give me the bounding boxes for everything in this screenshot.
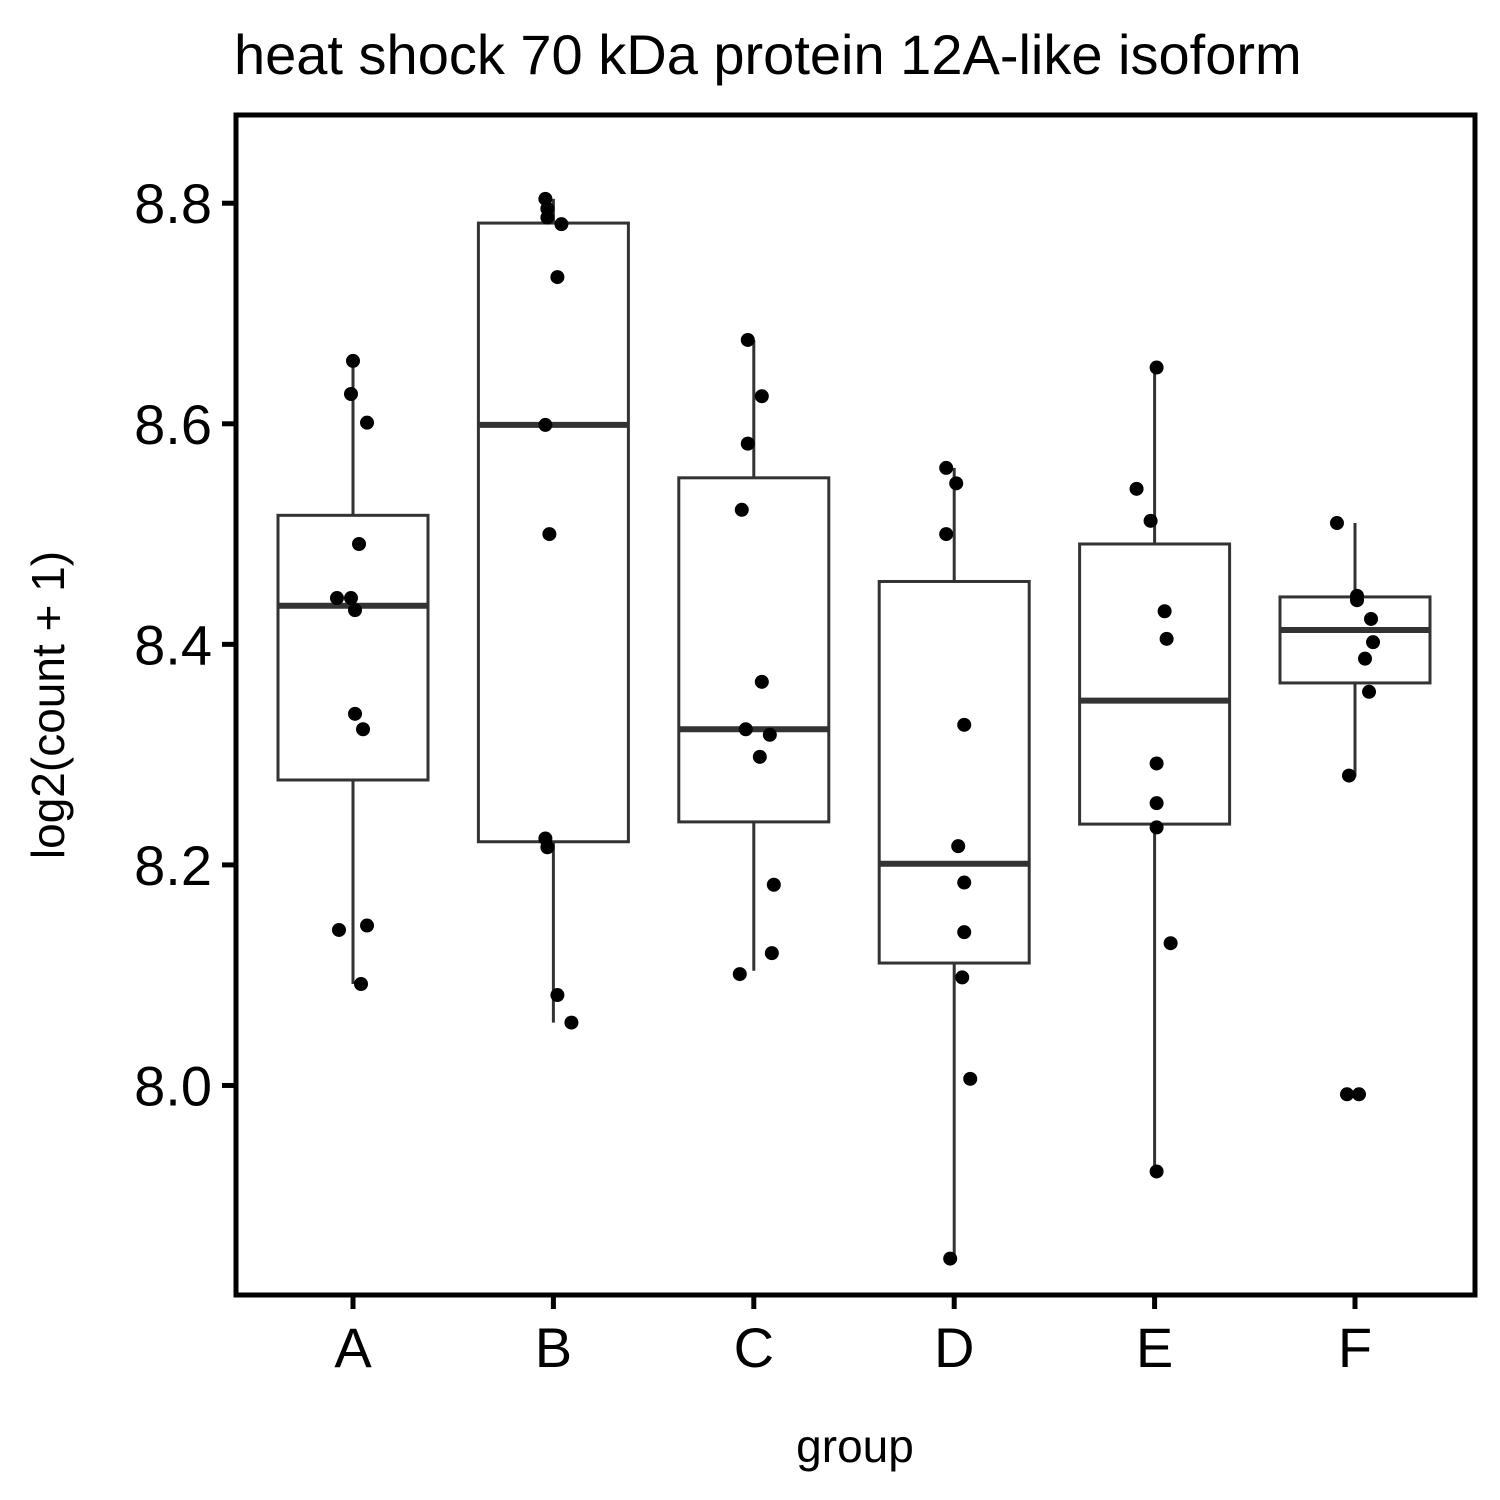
box-body [677,476,831,824]
y-axis-title: log2(count + 1) [22,551,74,859]
data-point [1149,796,1164,811]
y-tick-label: 8.2 [134,834,212,897]
data-point [740,332,755,347]
plot-area [276,191,1432,1266]
data-point [752,749,767,764]
box-body [877,579,1031,965]
data-point [734,502,749,517]
data-point [540,840,555,855]
y-axis: 8.0 8.2 8.4 8.6 8.8 [134,172,236,1117]
data-point [951,839,966,854]
data-point [963,1071,978,1086]
data-point [766,877,781,892]
data-point [754,674,769,689]
data-point [762,727,777,742]
data-point [352,536,367,551]
x-tick-label: B [535,1316,572,1379]
data-point [957,875,972,890]
data-point [939,460,954,475]
box-body [1278,595,1432,685]
x-tick-label: A [334,1316,372,1379]
data-point [1366,635,1381,650]
data-point [957,717,972,732]
x-axis: A B C D E F [334,1295,1372,1379]
data-point [1149,360,1164,375]
box-body [1078,542,1232,826]
box-E [1078,367,1232,1172]
y-tick-label: 8.6 [134,393,212,456]
data-point [343,591,358,606]
chart-title: heat shock 70 kDa protein 12A-like isofo… [234,23,1302,86]
data-point [764,946,779,961]
data-point [1364,611,1379,626]
box-A [276,360,430,985]
data-point [1149,756,1164,771]
data-point [1339,1087,1354,1102]
x-axis-title: group [796,1420,914,1472]
data-point [957,925,972,940]
data-point [538,417,553,432]
data-point [564,1015,579,1030]
box-body [276,513,430,782]
data-point [1163,936,1178,951]
data-point [1362,684,1377,699]
data-point [732,967,747,982]
data-point [343,387,358,402]
data-point [754,389,769,404]
data-point [540,210,555,225]
data-point [348,706,363,721]
data-point [360,415,375,430]
data-point [331,922,346,937]
data-point [1129,481,1144,496]
x-tick-label: E [1136,1316,1173,1379]
y-tick-label: 8.4 [134,613,212,676]
data-point [1341,768,1356,783]
box-B [476,198,630,1023]
y-tick-label: 8.0 [134,1054,212,1117]
x-tick-label: D [934,1316,974,1379]
data-point [1350,593,1365,608]
data-point [1149,1164,1164,1179]
data-point [356,722,371,737]
data-point [1149,820,1164,835]
box-F [1278,523,1432,777]
data-point [542,527,557,542]
x-tick-label: F [1338,1316,1372,1379]
data-point [1352,1087,1367,1102]
data-point [955,970,970,985]
data-point [360,918,375,933]
data-point [329,591,344,606]
data-point [1157,604,1172,619]
data-point [939,527,954,542]
y-tick-label: 8.8 [134,172,212,235]
data-point [554,217,569,232]
data-point [949,476,964,491]
data-point [550,270,565,285]
data-point [348,603,363,618]
data-point [1358,651,1373,666]
data-point [550,988,565,1003]
x-tick-label: C [734,1316,774,1379]
data-point [346,353,360,368]
data-point [738,722,753,737]
box-D [877,467,1031,1259]
data-point [1159,631,1174,646]
plot-frame [233,112,1478,1298]
data-point [354,977,369,992]
box-C [677,339,831,971]
data-point [740,436,755,451]
data-point [943,1251,958,1266]
data-point [1143,513,1158,528]
data-point [1329,516,1344,531]
